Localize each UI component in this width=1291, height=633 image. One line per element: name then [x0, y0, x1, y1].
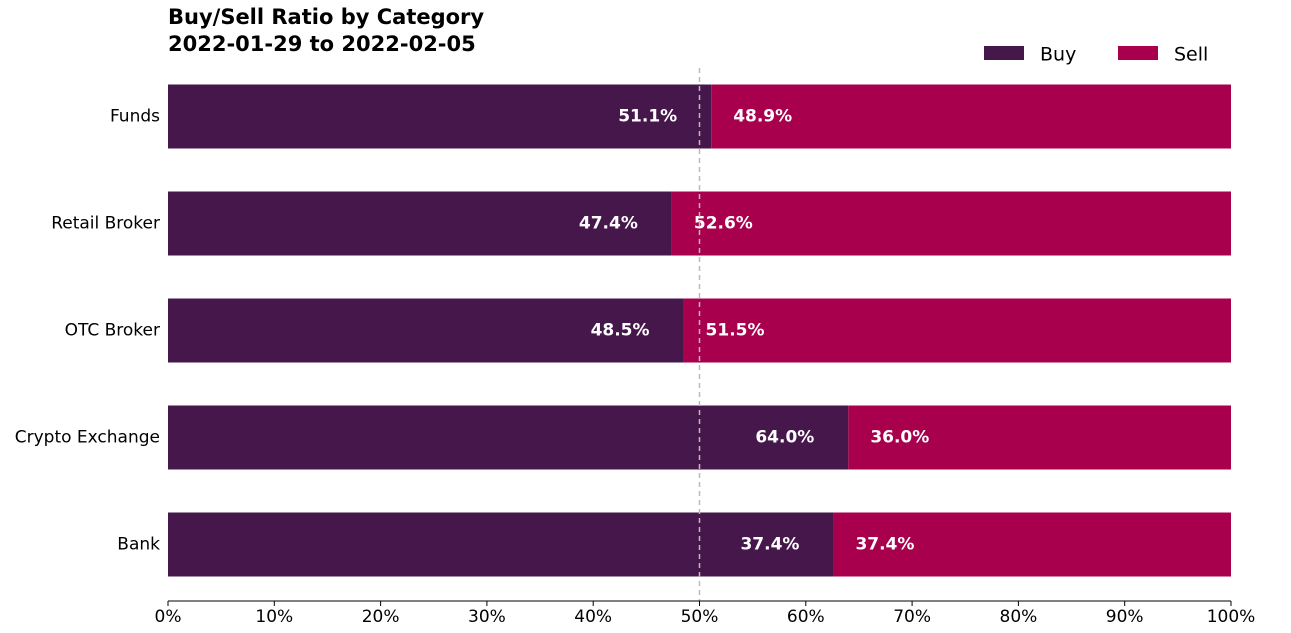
bar-segment	[711, 84, 1231, 149]
value-label: 51.1%	[618, 107, 677, 127]
value-label: 52.6%	[694, 214, 753, 234]
legend-swatch	[984, 46, 1024, 60]
bar-segment	[168, 84, 712, 149]
x-tick-label: 70%	[893, 607, 931, 627]
bar-segment	[848, 405, 1231, 470]
x-tick-label: 10%	[255, 607, 293, 627]
bar-segment	[168, 405, 849, 470]
value-label: 48.5%	[591, 321, 650, 341]
x-tick-label: 90%	[1106, 607, 1144, 627]
value-label: 37.4%	[855, 535, 914, 555]
x-tick-label: 20%	[362, 607, 400, 627]
legend-swatch	[1118, 46, 1158, 60]
y-tick-label: Retail Broker	[51, 214, 160, 234]
legend-label: Sell	[1174, 44, 1208, 66]
x-tick-label: 60%	[787, 607, 825, 627]
value-label: 37.4%	[740, 535, 799, 555]
x-tick-label: 30%	[468, 607, 506, 627]
value-label: 51.5%	[706, 321, 765, 341]
y-tick-label: Bank	[117, 535, 160, 555]
x-tick-label: 80%	[1000, 607, 1038, 627]
x-tick-label: 0%	[155, 607, 182, 627]
x-tick-label: 50%	[681, 607, 719, 627]
y-tick-label: Crypto Exchange	[15, 428, 160, 448]
bar-segment	[833, 512, 1231, 577]
bar-segment	[168, 512, 834, 577]
x-tick-label: 40%	[574, 607, 612, 627]
bar-segment	[671, 191, 1231, 256]
value-label: 48.9%	[733, 107, 792, 127]
y-tick-label: Funds	[110, 107, 160, 127]
value-label: 47.4%	[579, 214, 638, 234]
y-tick-label: OTC Broker	[65, 321, 160, 341]
bar-segment	[168, 298, 684, 363]
legend-label: Buy	[1040, 44, 1076, 66]
chart-title: Buy/Sell Ratio by Category	[168, 5, 484, 29]
x-tick-label: 100%	[1207, 607, 1256, 627]
bar-segment	[168, 191, 672, 256]
chart-subtitle: 2022-01-29 to 2022-02-05	[168, 32, 476, 56]
value-label: 36.0%	[870, 428, 929, 448]
value-label: 64.0%	[755, 428, 814, 448]
bar-segment	[683, 298, 1231, 363]
